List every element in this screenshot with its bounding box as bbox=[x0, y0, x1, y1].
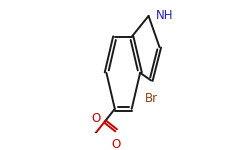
Text: O: O bbox=[112, 138, 121, 150]
Text: NH: NH bbox=[156, 9, 173, 22]
Text: O: O bbox=[91, 112, 101, 125]
Text: Br: Br bbox=[144, 92, 158, 105]
